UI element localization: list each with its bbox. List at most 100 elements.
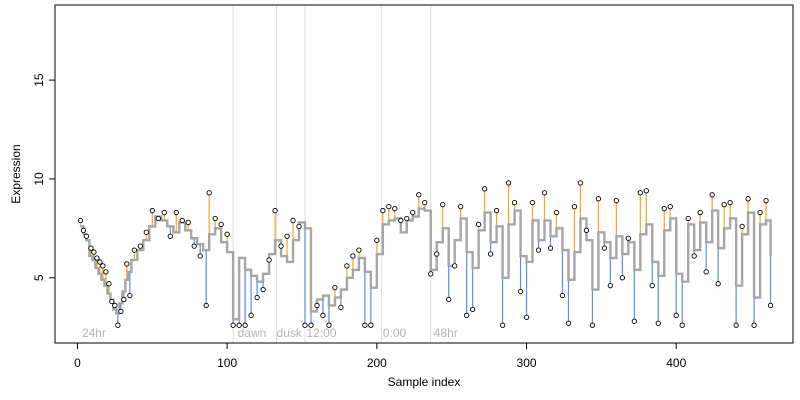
data-point: [505, 180, 512, 186]
data-point: [137, 243, 143, 249]
data-point: [374, 237, 380, 243]
data-point: [535, 247, 542, 253]
data-point: [97, 259, 103, 265]
data-point: [607, 283, 614, 289]
data-point: [392, 205, 398, 212]
phase-label: 12:00: [306, 326, 336, 340]
data-point: [118, 308, 124, 315]
data-point: [203, 302, 209, 309]
data-point: [91, 249, 97, 255]
data-point: [242, 322, 248, 328]
data-point: [106, 281, 112, 287]
data-point: [284, 233, 290, 239]
data-point: [475, 221, 482, 228]
data-point: [320, 312, 326, 318]
data-point: [278, 243, 284, 249]
data-point: [511, 200, 518, 206]
data-point: [398, 217, 404, 224]
data-point: [493, 207, 500, 214]
data-point: [191, 243, 197, 249]
data-point: [517, 288, 524, 295]
data-point: [115, 322, 121, 328]
data-point: [499, 322, 506, 328]
data-point: [94, 255, 100, 261]
data-point: [571, 203, 578, 210]
fitted-line-path: [80, 207, 772, 321]
data-point: [428, 271, 434, 277]
data-point: [88, 245, 94, 251]
data-point: [124, 261, 130, 267]
data-point: [332, 285, 338, 291]
y-tick-label: 10: [32, 172, 46, 186]
x-axis-label: Sample index: [388, 375, 461, 389]
data-point: [691, 253, 697, 259]
data-point: [127, 292, 133, 299]
data-points: [77, 180, 774, 328]
data-point: [697, 209, 703, 216]
data-point: [745, 196, 751, 202]
phase-label: 48hr: [434, 326, 458, 340]
data-point: [767, 302, 774, 309]
plot-frame: [54, 4, 794, 344]
data-point: [112, 302, 118, 309]
data-point: [230, 322, 236, 328]
y-tick-label: 15: [32, 73, 46, 87]
data-point: [103, 269, 109, 275]
data-point: [619, 275, 625, 281]
data-point: [212, 215, 218, 222]
phase-label: 0:00: [383, 326, 407, 340]
data-point: [410, 209, 416, 216]
data-point: [314, 302, 320, 309]
x-tick-label: 100: [217, 356, 237, 370]
data-point: [601, 245, 608, 251]
data-point: [266, 257, 272, 263]
y-tick-label: 5: [32, 274, 46, 281]
data-point: [703, 269, 709, 275]
y-axis-label: Expression: [9, 144, 23, 203]
data-point: [733, 322, 739, 328]
data-point: [673, 312, 679, 318]
data-point: [589, 322, 596, 328]
data-point: [109, 298, 115, 305]
data-point: [296, 223, 302, 230]
data-point: [649, 283, 655, 289]
data-point: [458, 203, 464, 210]
y-axis: 5 10 15: [32, 73, 55, 281]
data-point: [523, 314, 530, 320]
phase-label: 24hr: [82, 326, 106, 340]
data-point: [763, 198, 769, 204]
data-point: [218, 221, 224, 228]
data-point: [583, 227, 590, 233]
data-point: [715, 281, 721, 287]
data-point: [464, 312, 470, 318]
data-point: [272, 207, 278, 214]
data-point: [362, 322, 368, 328]
data-point: [446, 296, 452, 303]
data-point: [344, 263, 350, 269]
data-point: [625, 235, 631, 241]
data-point: [179, 217, 185, 224]
data-point: [613, 198, 620, 204]
data-point: [404, 215, 410, 222]
data-point: [197, 253, 203, 259]
data-point: [547, 245, 554, 251]
data-point: [757, 209, 763, 216]
data-point: [440, 201, 446, 208]
data-point: [416, 192, 422, 198]
data-point: [679, 322, 685, 328]
data-point: [541, 190, 548, 196]
data-point: [260, 286, 266, 293]
data-point: [149, 207, 155, 214]
data-point: [559, 292, 566, 299]
data-point: [83, 233, 90, 239]
data-point: [100, 263, 106, 269]
data-point: [386, 203, 392, 210]
data-point: [721, 201, 727, 208]
data-point: [487, 251, 494, 257]
data-point: [77, 217, 84, 224]
data-point: [380, 207, 386, 214]
data-point: [685, 215, 691, 222]
data-point: [452, 263, 458, 269]
data-point: [185, 219, 191, 226]
